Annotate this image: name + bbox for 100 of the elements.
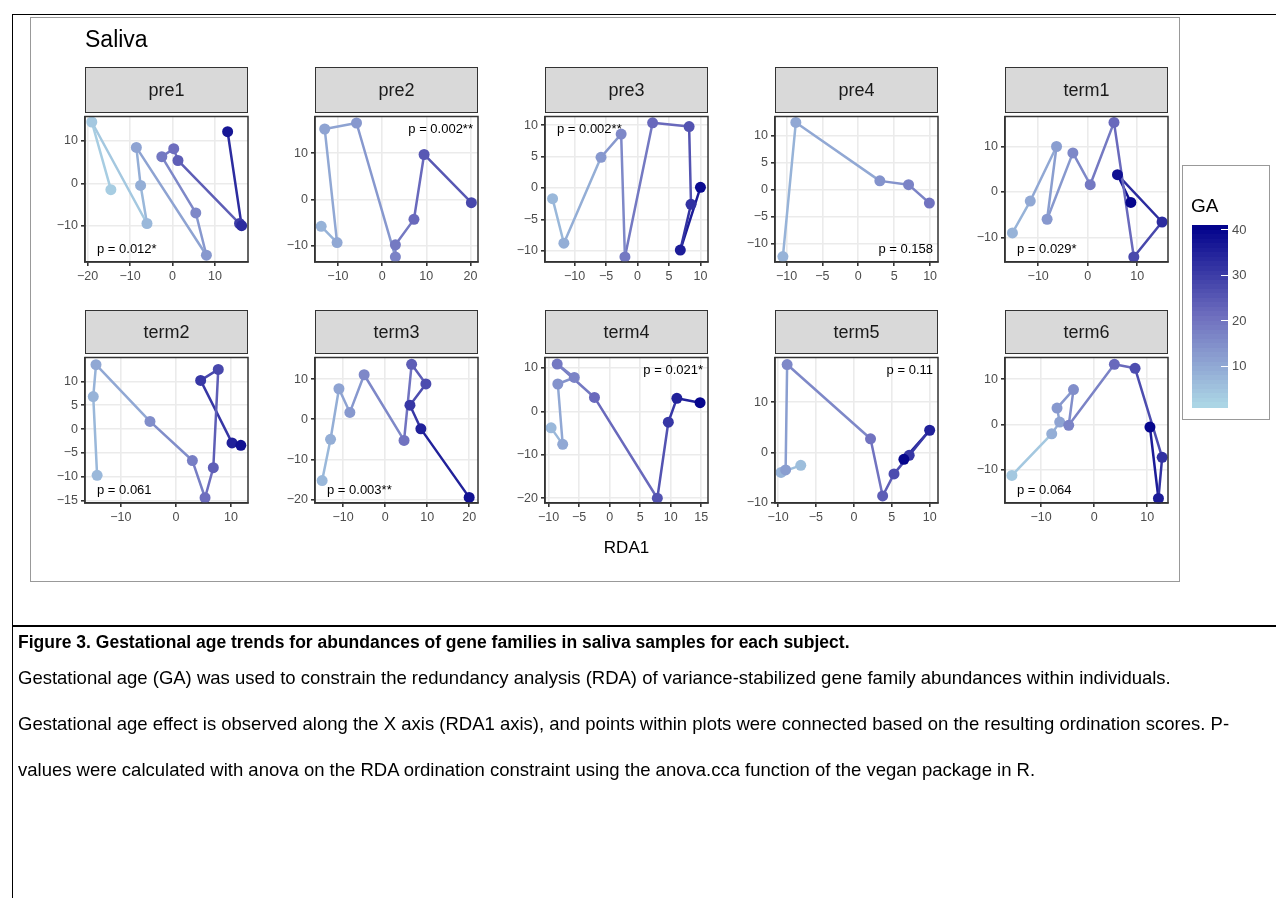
annotation: p = 0.11 bbox=[886, 361, 933, 377]
x-tick-label: 10 bbox=[207, 268, 222, 283]
chart-title: term2 bbox=[85, 310, 248, 354]
x-tick-label: 5 bbox=[890, 268, 898, 283]
x-tick-label: −10 bbox=[563, 268, 586, 283]
x-tick-label: −5 bbox=[598, 268, 614, 283]
x-tick-label: 0 bbox=[1084, 268, 1092, 283]
annotation: p = 0.064 bbox=[1017, 482, 1072, 498]
y-tick-label: 0 bbox=[761, 181, 769, 196]
annotation: p = 0.061 bbox=[97, 482, 152, 498]
y-tick-label: 0 bbox=[991, 416, 999, 431]
y-tick-label: −10 bbox=[516, 243, 539, 258]
y-tick-label: −10 bbox=[746, 236, 769, 251]
text: Figure 3. Gestational age trends for abundances of gene families in saliva samples for each subject. bbox=[18, 631, 851, 654]
y-tick-label: −15 bbox=[56, 493, 79, 508]
chart-title: term4 bbox=[545, 310, 708, 354]
y-tick-label: −10 bbox=[286, 451, 309, 466]
y-tick-label: −10 bbox=[746, 494, 769, 509]
x-tick-label: −10 bbox=[327, 268, 349, 283]
chart-title: pre1 bbox=[85, 67, 248, 113]
y-tick-label: 10 bbox=[64, 133, 79, 148]
annotation: p = 0.002** bbox=[408, 120, 473, 136]
y-tick-label: −5 bbox=[63, 445, 79, 460]
y-tick-label: 10 bbox=[984, 371, 999, 386]
y-tick-label: 0 bbox=[531, 180, 539, 195]
chart-title: term6 bbox=[1005, 310, 1168, 354]
y-tick-label: 0 bbox=[991, 184, 999, 199]
annotation: p = 0.158 bbox=[878, 241, 933, 257]
x-tick-label: 0 bbox=[168, 268, 176, 283]
x-tick-label: 0 bbox=[1090, 509, 1098, 524]
y-tick-label: 5 bbox=[71, 397, 79, 412]
y-tick-label: 10 bbox=[754, 127, 769, 142]
y-tick-label: 0 bbox=[71, 175, 79, 190]
color-bar-label: 10 bbox=[1232, 358, 1247, 375]
x-tick-label: 0 bbox=[378, 268, 386, 283]
x-tick-label: −10 bbox=[110, 509, 132, 524]
y-tick-label: 5 bbox=[761, 154, 769, 169]
y-tick-label: 10 bbox=[984, 138, 999, 153]
x-tick-label: −10 bbox=[332, 509, 354, 524]
x-tick-label: 10 bbox=[922, 509, 937, 524]
annotation: p = 0.003** bbox=[327, 482, 392, 498]
chart-title: term3 bbox=[315, 310, 478, 354]
chart-title: pre4 bbox=[775, 67, 938, 113]
chart-title: pre2 bbox=[315, 67, 478, 113]
x-tick-label: 0 bbox=[172, 509, 180, 524]
y-tick-label: −10 bbox=[56, 469, 79, 484]
x-tick-label: 10 bbox=[1140, 509, 1155, 524]
y-tick-label: −10 bbox=[516, 447, 539, 462]
y-tick-label: 0 bbox=[531, 403, 539, 418]
x-tick-label: −10 bbox=[1030, 509, 1052, 524]
x-tick-label: 10 bbox=[1130, 268, 1145, 283]
y-tick-label: 10 bbox=[294, 145, 309, 160]
y-tick-label: 0 bbox=[301, 191, 309, 206]
x-tick-label: −10 bbox=[775, 268, 798, 283]
y-tick-label: 0 bbox=[301, 411, 309, 426]
chart-title: term1 bbox=[1005, 67, 1168, 113]
x-tick-label: 10 bbox=[693, 268, 708, 283]
y-tick-label: −5 bbox=[753, 209, 769, 224]
y-tick-label: 0 bbox=[71, 421, 79, 436]
x-tick-label: 5 bbox=[888, 509, 896, 524]
y-tick-label: 10 bbox=[524, 360, 539, 375]
x-tick-label: 0 bbox=[606, 509, 614, 524]
x-axis-title: RDA1 bbox=[603, 538, 650, 558]
color-bar-label: 40 bbox=[1232, 221, 1247, 238]
y-tick-label: −10 bbox=[286, 238, 309, 253]
x-tick-label: −5 bbox=[808, 509, 824, 524]
color-bar-label: 20 bbox=[1232, 312, 1247, 329]
x-tick-label: 10 bbox=[223, 509, 238, 524]
x-tick-label: 0 bbox=[634, 268, 642, 283]
x-tick-label: 0 bbox=[850, 509, 858, 524]
x-tick-label: 10 bbox=[419, 268, 434, 283]
x-tick-label: 10 bbox=[923, 268, 938, 283]
x-tick-label: 10 bbox=[420, 509, 435, 524]
x-tick-label: −5 bbox=[572, 509, 587, 524]
y-tick-label: 0 bbox=[761, 444, 769, 459]
y-tick-label: 10 bbox=[64, 373, 79, 388]
x-tick-label: −10 bbox=[119, 268, 141, 283]
y-tick-label: −20 bbox=[516, 490, 539, 505]
chart-title: term5 bbox=[775, 310, 938, 354]
x-tick-label: 0 bbox=[854, 268, 862, 283]
y-tick-label: −10 bbox=[976, 462, 999, 477]
chart-title: pre3 bbox=[545, 67, 708, 113]
x-tick-label: 5 bbox=[636, 509, 644, 524]
y-tick-label: 10 bbox=[294, 371, 309, 386]
color-bar-title: GA bbox=[1191, 195, 1219, 217]
y-tick-label: −20 bbox=[286, 491, 309, 506]
annotation: p = 0.021* bbox=[643, 361, 703, 377]
annotation: p = 0.002** bbox=[557, 120, 622, 136]
x-tick-label: 20 bbox=[462, 509, 477, 524]
y-tick-label: 10 bbox=[754, 394, 769, 409]
y-tick-label: 5 bbox=[531, 149, 539, 164]
color-bar-label: 30 bbox=[1232, 267, 1247, 284]
y-tick-label: 10 bbox=[524, 117, 539, 132]
x-tick-label: 15 bbox=[694, 509, 709, 524]
x-tick-label: 5 bbox=[665, 268, 673, 283]
y-tick-label: −10 bbox=[976, 229, 999, 244]
y-tick-label: −10 bbox=[56, 218, 79, 233]
x-tick-label: 0 bbox=[381, 509, 389, 524]
x-tick-label: −5 bbox=[815, 268, 830, 283]
annotation: p = 0.012* bbox=[97, 241, 157, 257]
